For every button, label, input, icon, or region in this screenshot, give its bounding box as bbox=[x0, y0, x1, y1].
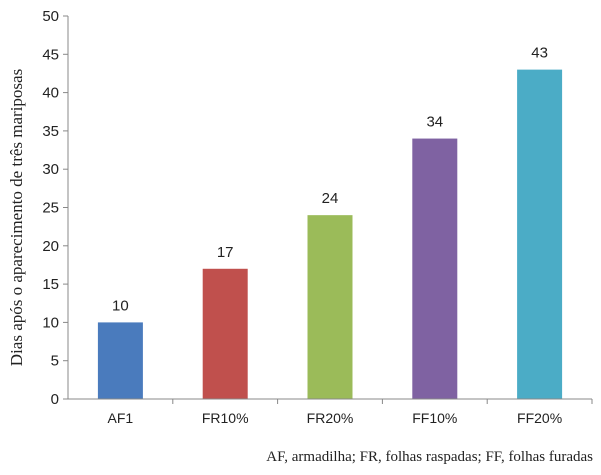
y-tick-label: 35 bbox=[42, 123, 59, 140]
chart-footnote: AF, armadilha; FR, folhas raspadas; FF, … bbox=[266, 449, 593, 465]
y-tick-label: 30 bbox=[42, 161, 59, 178]
bars bbox=[97, 69, 563, 400]
x-tick-label: FF10% bbox=[412, 410, 457, 426]
bar-fr10-pct bbox=[202, 268, 248, 399]
y-tick-label: 20 bbox=[42, 238, 59, 255]
bar-value-label: 43 bbox=[531, 45, 548, 62]
x-tick-label: FR20% bbox=[307, 410, 354, 426]
y-tick-label: 5 bbox=[51, 353, 59, 370]
bar-ff20-pct bbox=[517, 69, 563, 400]
y-tick-label: 40 bbox=[42, 85, 59, 102]
x-tick-label: AF1 bbox=[108, 410, 134, 426]
bar-ff10-pct bbox=[412, 138, 458, 399]
y-tick-label: 50 bbox=[42, 8, 59, 25]
y-axis-title: Dias após o aparecimento de três maripos… bbox=[7, 69, 26, 366]
bar-value-label: 10 bbox=[112, 297, 129, 314]
bar-af1 bbox=[97, 322, 143, 399]
y-tick-label: 10 bbox=[42, 314, 59, 331]
y-axis-ticks: 0 5 10 15 20 25 30 35 40 45 50 bbox=[42, 8, 68, 408]
x-tick-label: FR10% bbox=[202, 410, 249, 426]
x-axis-ticks: AF1 FR10% FR20% FF10% FF20% bbox=[108, 399, 593, 426]
bar-fr20-pct bbox=[307, 215, 353, 399]
y-tick-label: 0 bbox=[51, 391, 59, 408]
bar-value-label: 17 bbox=[217, 244, 234, 261]
bar-data-labels: 10 17 24 34 43 bbox=[112, 45, 548, 315]
y-tick-label: 45 bbox=[42, 46, 59, 63]
y-tick-label: 25 bbox=[42, 200, 59, 217]
y-tick-label: 15 bbox=[42, 276, 59, 293]
x-tick-label: FF20% bbox=[517, 410, 562, 426]
bar-value-label: 34 bbox=[426, 114, 443, 131]
bar-value-label: 24 bbox=[322, 190, 339, 207]
